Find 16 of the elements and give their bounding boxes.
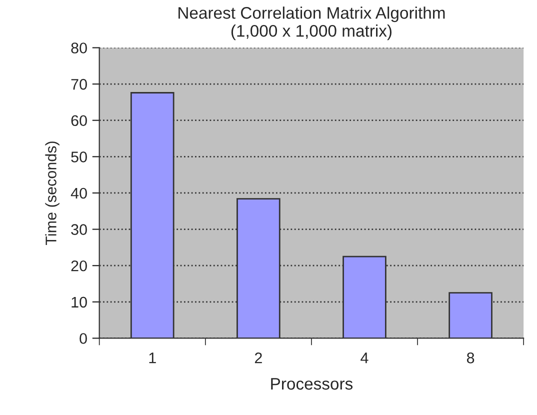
x-tick-label: 1 <box>149 352 156 364</box>
y-tick-label: 50 <box>71 152 87 162</box>
y-tick-label: 80 <box>71 42 87 54</box>
y-tick-label: 30 <box>71 224 87 235</box>
x-tick-label: 4 <box>360 352 368 364</box>
y-tick-label: 60 <box>71 115 87 126</box>
x-tick-label: 8 <box>466 352 474 364</box>
chart-title: Nearest Correlation Matrix Algorithm (1,000 x 1,000 matrix) <box>178 6 445 40</box>
y-tick-label: 0 <box>80 333 87 344</box>
y-tick-label: 20 <box>71 260 87 272</box>
y-axis-title: Time (seconds) <box>45 142 60 245</box>
x-axis-title: Processors <box>271 378 353 390</box>
y-tick-label: 40 <box>70 188 87 199</box>
y-tick-label: 70 <box>71 78 87 90</box>
y-tick-label: 10 <box>72 296 87 308</box>
x-tick-label: 2 <box>254 352 262 364</box>
